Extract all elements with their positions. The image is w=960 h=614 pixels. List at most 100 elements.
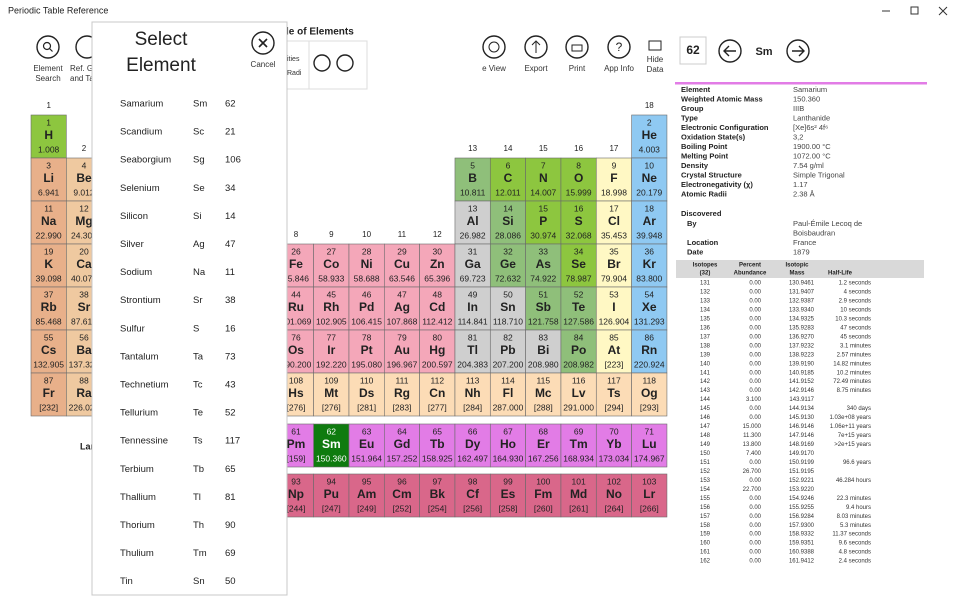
app-info-button[interactable]: ? App Info	[604, 35, 634, 73]
element-list-item[interactable]: Thallium Tl 81	[120, 492, 236, 503]
element-cell[interactable]: 7N 14.007	[525, 157, 562, 202]
element-list-item[interactable]: Seaborgium Sg 106	[120, 155, 241, 166]
element-list-item[interactable]: Sulfur S 16	[120, 323, 236, 334]
element-list-item[interactable]: Scandium Sc 21	[120, 127, 236, 138]
element-cell[interactable]: 2He 4.003	[631, 114, 668, 159]
element-cell[interactable]: 19K 39.098	[30, 243, 67, 288]
element-cell[interactable]: 9F 18.998	[595, 157, 632, 202]
element-list-item[interactable]: Tin Sn 50	[120, 576, 236, 587]
speaker-button[interactable]	[313, 54, 331, 72]
close-button[interactable]	[938, 6, 948, 16]
restore-button[interactable]	[910, 6, 919, 15]
element-cell[interactable]: 5B 10.811	[454, 157, 491, 202]
element-list-item[interactable]: Selenium Se 34	[120, 183, 236, 194]
microphone-button[interactable]	[336, 54, 354, 72]
element-list-item[interactable]: Tellurium Te 52	[120, 408, 236, 419]
export-button[interactable]: Export	[524, 35, 548, 73]
element-cell[interactable]: 1H 1.008	[30, 114, 67, 159]
cancel-button[interactable]: Cancel	[251, 31, 276, 69]
element-list-item[interactable]: Terbium Tb 65	[120, 464, 236, 475]
element-cell[interactable]: 3Li 6.941	[30, 157, 67, 202]
element-cell[interactable]: 8O 15.999	[560, 157, 597, 202]
element-search-button[interactable]: Element Search	[33, 35, 63, 83]
change-view-button[interactable]: e View	[482, 35, 506, 73]
element-list-item[interactable]: Silver Ag 47	[120, 239, 236, 250]
element-list-item[interactable]: Technetium Tc 43	[120, 380, 236, 391]
element-list-item[interactable]: Thorium Th 90	[120, 520, 236, 531]
element-list-item[interactable]: Thulium Tm 69	[120, 548, 236, 559]
element-list-item[interactable]: Samarium Sm 62	[120, 99, 236, 110]
element-list-item[interactable]: Strontium Sr 38	[120, 295, 236, 306]
element-cell[interactable]: 53I 126.904	[595, 286, 632, 331]
element-cell[interactable]: 6C 12.011	[489, 157, 526, 202]
element-list-item[interactable]: Sodium Na 11	[120, 267, 235, 278]
element-cell[interactable]: 16S 32.068	[560, 200, 597, 245]
next-button[interactable]	[786, 39, 810, 63]
print-button[interactable]: Print	[565, 35, 589, 73]
element-list-item[interactable]: Tantalum Ta 73	[120, 351, 236, 362]
element-list-item[interactable]: Tennessine Ts 117	[120, 436, 240, 447]
